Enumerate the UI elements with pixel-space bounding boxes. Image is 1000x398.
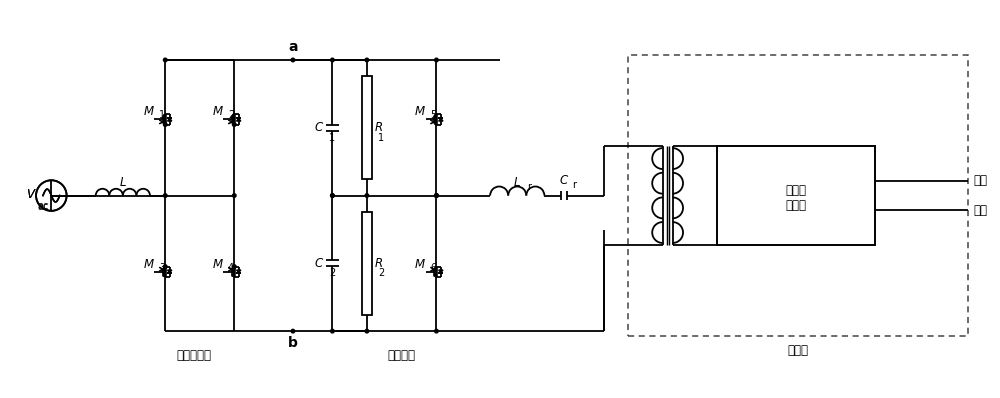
- Text: 整流桥: 整流桥: [785, 199, 806, 212]
- Circle shape: [163, 194, 167, 197]
- Polygon shape: [168, 270, 172, 273]
- Polygon shape: [439, 270, 443, 273]
- Polygon shape: [237, 118, 241, 121]
- Text: M: M: [212, 258, 222, 271]
- Text: M: M: [143, 258, 153, 271]
- Text: 半桥逆变: 半桥逆变: [387, 349, 415, 362]
- Circle shape: [331, 330, 334, 333]
- Text: a: a: [288, 40, 298, 54]
- Circle shape: [365, 58, 369, 62]
- Text: V: V: [26, 188, 34, 201]
- Text: C: C: [314, 121, 323, 134]
- Circle shape: [365, 194, 369, 197]
- Text: 5: 5: [430, 110, 436, 120]
- Text: ac: ac: [38, 202, 49, 212]
- Bar: [628, 55, 968, 336]
- Text: M: M: [143, 105, 153, 118]
- Circle shape: [163, 265, 167, 268]
- Text: V: V: [26, 188, 34, 201]
- Circle shape: [232, 265, 236, 268]
- Text: L: L: [120, 176, 126, 189]
- Text: 1: 1: [159, 110, 165, 120]
- Polygon shape: [439, 118, 443, 121]
- Circle shape: [291, 330, 295, 333]
- Text: 1: 1: [378, 133, 384, 143]
- Text: M: M: [414, 258, 425, 271]
- Text: 高压侧: 高压侧: [785, 184, 806, 197]
- Circle shape: [232, 123, 236, 126]
- Circle shape: [331, 194, 334, 197]
- Circle shape: [435, 330, 438, 333]
- Circle shape: [435, 194, 438, 197]
- Text: C: C: [314, 257, 323, 270]
- Text: 全控整流桥: 全控整流桥: [177, 349, 212, 362]
- Text: 2: 2: [329, 268, 335, 278]
- Circle shape: [232, 194, 236, 197]
- Circle shape: [331, 194, 334, 197]
- Text: R: R: [375, 121, 383, 134]
- Circle shape: [331, 58, 334, 62]
- Circle shape: [163, 58, 167, 62]
- Circle shape: [435, 194, 438, 197]
- Circle shape: [435, 194, 438, 197]
- Text: 高压: 高压: [973, 174, 987, 187]
- Text: 2: 2: [378, 268, 384, 278]
- Text: 3: 3: [159, 263, 165, 273]
- Circle shape: [365, 330, 369, 333]
- Text: 4: 4: [228, 263, 234, 273]
- Bar: [362, 212, 372, 315]
- Text: L: L: [514, 176, 521, 189]
- Circle shape: [435, 58, 438, 62]
- Bar: [717, 146, 875, 245]
- Text: ac: ac: [38, 201, 49, 211]
- Circle shape: [291, 58, 295, 62]
- Text: 1: 1: [329, 133, 335, 143]
- Polygon shape: [168, 118, 172, 121]
- Text: M: M: [212, 105, 222, 118]
- Text: C: C: [560, 174, 568, 187]
- Text: b: b: [288, 336, 298, 350]
- Circle shape: [163, 123, 167, 126]
- Text: M: M: [414, 105, 425, 118]
- Text: 2: 2: [228, 110, 234, 120]
- Text: 6: 6: [430, 263, 436, 273]
- Text: 直流: 直流: [973, 204, 987, 217]
- Text: 高压包: 高压包: [788, 344, 809, 357]
- Bar: [362, 76, 372, 179]
- Text: r: r: [572, 180, 576, 190]
- Text: r: r: [528, 182, 532, 192]
- Polygon shape: [237, 270, 241, 273]
- Text: R: R: [375, 257, 383, 270]
